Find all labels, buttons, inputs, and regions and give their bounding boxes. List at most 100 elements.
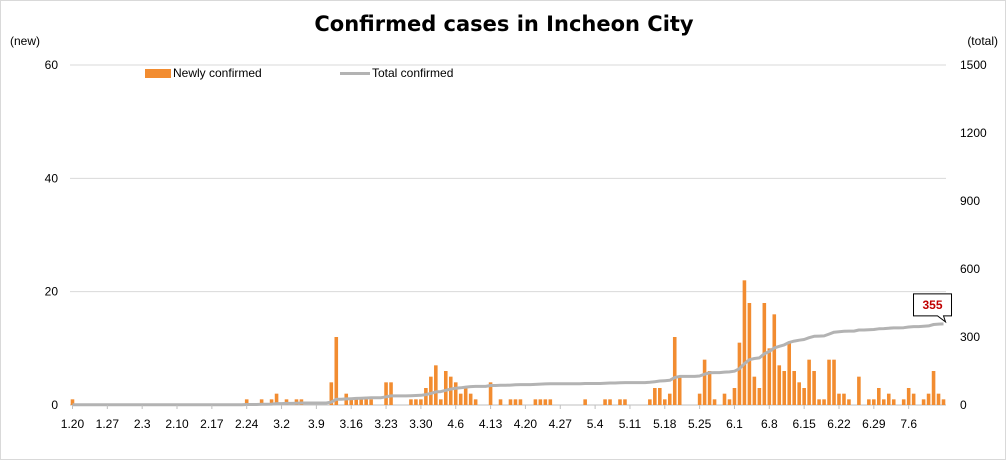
bar-newly-confirmed (349, 399, 354, 405)
bar-newly-confirmed (618, 399, 622, 405)
bar-newly-confirmed (329, 382, 334, 405)
x-tick-label: 3.2 (273, 417, 290, 431)
total-callout-box (913, 293, 953, 324)
bar-newly-confirmed (548, 399, 553, 405)
bar-newly-confirmed (419, 399, 423, 405)
bar-newly-confirmed (722, 393, 727, 405)
bar-newly-confirmed (414, 399, 418, 405)
bar-newly-confirmed (842, 393, 846, 405)
bar-newly-confirmed (274, 393, 279, 405)
bar-newly-confirmed (603, 399, 607, 405)
x-tick-label: 3.16 (340, 417, 364, 431)
bar-newly-confirmed (742, 280, 747, 405)
x-tick-label: 5.11 (619, 417, 642, 431)
y-right-tick-label: 0 (960, 398, 967, 412)
bar-newly-confirmed (677, 376, 682, 405)
bar-newly-confirmed (857, 376, 861, 405)
y-left-tick-label: 60 (45, 58, 59, 72)
y-left-tick-label: 0 (51, 398, 58, 412)
bar-newly-confirmed (812, 371, 816, 405)
bar-newly-confirmed (881, 399, 886, 405)
legend-newly-confirmed-label: Newly confirmed (173, 66, 262, 80)
y-left-tick-label: 20 (45, 285, 59, 299)
legend-line-swatch (340, 71, 370, 75)
bar-newly-confirmed (623, 399, 627, 405)
x-tick-label: 6.1 (726, 417, 743, 431)
x-tick-label: 2.3 (134, 417, 151, 431)
x-tick-label: 2.17 (200, 417, 224, 431)
bar-newly-confirmed (658, 388, 662, 405)
x-tick-label: 4.27 (549, 417, 573, 431)
bar-newly-confirmed (364, 399, 368, 405)
bar-newly-confirmed (926, 393, 931, 405)
bar-newly-confirmed (712, 399, 717, 405)
bar-newly-confirmed (409, 399, 413, 405)
bar-newly-confirmed (822, 399, 826, 405)
bar-newly-confirmed (453, 382, 458, 405)
bar-newly-confirmed (702, 359, 707, 405)
x-tick-label: 2.10 (165, 417, 189, 431)
bar-newly-confirmed (797, 382, 801, 405)
x-tick-label: 1.27 (96, 417, 120, 431)
left-axis-unit: (new) (10, 34, 41, 48)
x-tick-label: 6.15 (792, 417, 816, 431)
bar-newly-confirmed (369, 399, 373, 405)
bar-newly-confirmed (70, 399, 75, 405)
bar-newly-confirmed (867, 399, 871, 405)
x-tick-label: 4.13 (479, 417, 503, 431)
total-callout-label: 355 (922, 298, 942, 312)
bar-newly-confirmed (891, 399, 896, 405)
bar-newly-confirmed (732, 388, 737, 405)
bar-newly-confirmed (384, 382, 388, 405)
line-total-confirmed (72, 322, 944, 407)
bar-newly-confirmed (787, 342, 792, 405)
legend-newly-confirmed: Newly confirmed (145, 66, 262, 80)
bar-newly-confirmed (921, 399, 926, 405)
bar-newly-confirmed (727, 399, 732, 405)
x-tick-label: 4.20 (514, 417, 538, 431)
bar-newly-confirmed (443, 371, 448, 405)
bar-newly-confirmed (334, 337, 339, 405)
x-tick-label: 6.29 (862, 417, 886, 431)
bar-newly-confirmed (817, 399, 821, 405)
bar-newly-confirmed (533, 399, 538, 405)
x-tick-label: 3.30 (409, 417, 433, 431)
bar-newly-confirmed (877, 388, 881, 405)
bar-newly-confirmed (439, 399, 443, 405)
y-right-tick-label: 300 (960, 330, 980, 344)
bar-newly-confirmed (752, 376, 757, 405)
bar-newly-confirmed (747, 303, 752, 405)
bar-newly-confirmed (269, 399, 274, 405)
bar-newly-confirmed (513, 399, 518, 405)
bar-newly-confirmed (359, 399, 363, 405)
chart-title: Confirmed cases in Incheon City (314, 12, 694, 36)
bar-newly-confirmed (458, 393, 463, 405)
bar-newly-confirmed (936, 393, 941, 405)
bar-newly-confirmed (434, 365, 438, 405)
bar-newly-confirmed (802, 388, 806, 405)
bar-newly-confirmed (672, 337, 677, 405)
bar-newly-confirmed (792, 371, 796, 405)
legend-bar-swatch (145, 68, 171, 78)
bar-newly-confirmed (941, 399, 946, 405)
x-tick-label: 2.24 (235, 417, 259, 431)
bar-newly-confirmed (707, 371, 712, 405)
bar-newly-confirmed (543, 399, 548, 405)
bar-newly-confirmed (259, 399, 264, 405)
bar-newly-confirmed (911, 393, 916, 405)
bar-newly-confirmed (448, 376, 453, 405)
bar-newly-confirmed (832, 359, 836, 405)
y-right-tick-label: 1200 (960, 126, 987, 140)
bar-newly-confirmed (837, 393, 841, 405)
bar-newly-confirmed (827, 359, 831, 405)
y-right-tick-label: 900 (960, 194, 980, 208)
x-tick-label: 5.4 (587, 417, 604, 431)
y-right-tick-label: 600 (960, 262, 980, 276)
bar-newly-confirmed (244, 399, 249, 405)
bar-newly-confirmed (538, 399, 543, 405)
bar-newly-confirmed (777, 365, 782, 405)
bar-newly-confirmed (737, 342, 742, 405)
bar-newly-confirmed (648, 399, 652, 405)
